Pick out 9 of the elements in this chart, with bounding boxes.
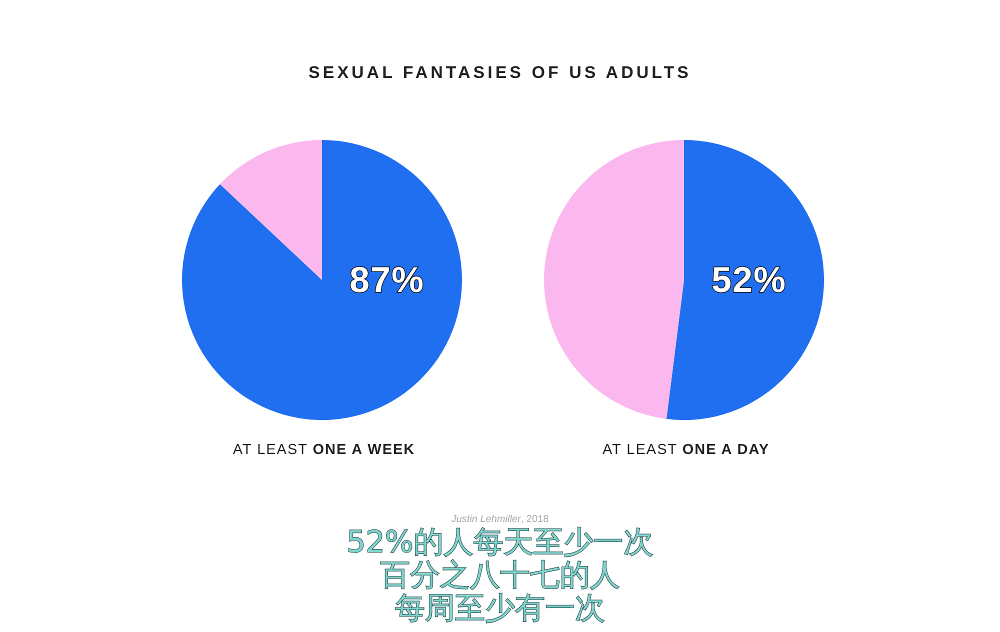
data-label: 52% <box>711 259 787 300</box>
text: SEXUAL FANTASIES OF US ADULTS <box>308 63 692 82</box>
text: 百分之八十七的人 <box>380 558 620 593</box>
text: AT LEAST ONE A DAY <box>602 442 770 458</box>
data-label: 87% <box>349 259 425 300</box>
text: 52%的人每天至少一次 <box>346 525 654 560</box>
text: AT LEAST ONE A WEEK <box>232 442 416 458</box>
text: Justin Lehmiller, 2018 <box>450 514 550 525</box>
text: 每周至少有一次 <box>395 591 605 626</box>
